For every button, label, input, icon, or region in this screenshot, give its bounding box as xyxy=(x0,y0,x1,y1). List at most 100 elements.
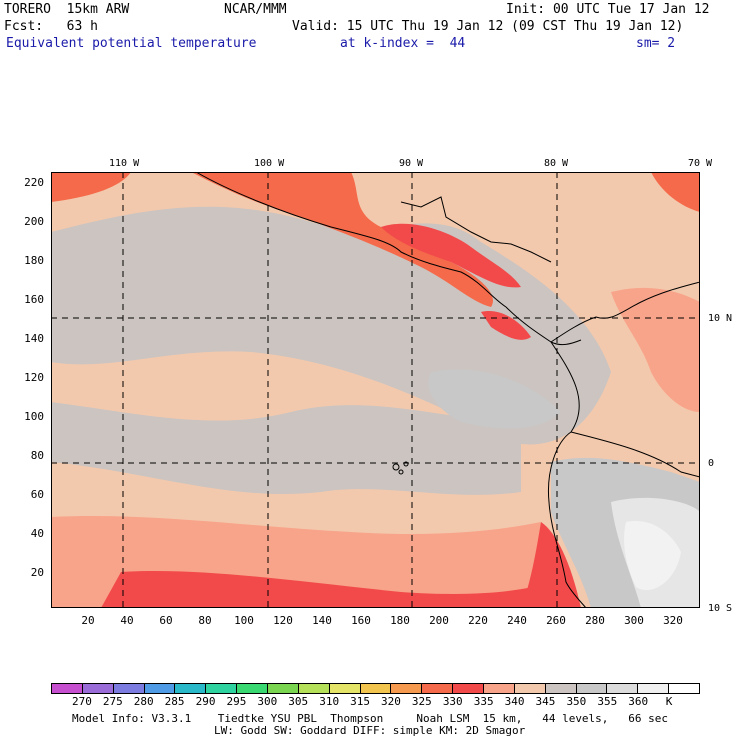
x-tick-label: 300 xyxy=(624,614,644,627)
x-tick-label: 80 xyxy=(198,614,212,627)
legend-label: 360 xyxy=(628,695,649,708)
x-tick-label: 100 xyxy=(234,614,254,627)
red-peru-coast xyxy=(521,522,581,608)
legend-swatch xyxy=(113,684,145,693)
x-tick-label: 20 xyxy=(81,614,95,627)
legend-swatch xyxy=(607,684,639,693)
y-tick-label: 160 xyxy=(24,293,44,306)
y-tick-label: 140 xyxy=(24,332,44,345)
legend-label: 355 xyxy=(597,695,618,708)
red-coast-top-left xyxy=(51,172,131,202)
valid-time: Valid: 15 UTC Thu 19 Jan 12 (09 CST Thu … xyxy=(292,19,684,34)
y-tick-label: 220 xyxy=(24,176,44,189)
legend-swatch xyxy=(329,684,361,693)
legend-swatch xyxy=(237,684,269,693)
legend-label: 280 xyxy=(133,695,154,708)
legend-swatch xyxy=(144,684,176,693)
model-title: TORERO 15km ARW xyxy=(4,2,130,17)
legend-label: 285 xyxy=(164,695,185,708)
legend-swatch xyxy=(206,684,238,693)
x-tick-label: 260 xyxy=(546,614,566,627)
legend-label: 295 xyxy=(226,695,247,708)
lat-label: 10 S xyxy=(708,603,733,614)
legend-swatch xyxy=(669,684,700,693)
x-tick-label: 40 xyxy=(120,614,134,627)
grey-band-middle xyxy=(51,402,521,495)
lat-label: 10 N xyxy=(708,313,733,324)
color-legend xyxy=(51,683,700,694)
x-tick-label: 180 xyxy=(390,614,410,627)
x-tick-label: 280 xyxy=(585,614,605,627)
legend-swatch xyxy=(52,684,83,693)
legend-swatch xyxy=(514,684,546,693)
coastline-mexico xyxy=(195,172,582,346)
graticule xyxy=(51,172,700,608)
legend-swatch xyxy=(638,684,670,693)
forecast-hour: Fcst: 63 h xyxy=(4,19,98,34)
x-tick-label: 200 xyxy=(429,614,449,627)
lon-label: 80 W xyxy=(544,158,569,169)
legend-swatch xyxy=(268,684,299,693)
legend-label: 290 xyxy=(195,695,216,708)
y-tick-label: 120 xyxy=(24,371,44,384)
y-tick-label: 20 xyxy=(30,566,44,579)
red-caribbean-right xyxy=(611,287,700,412)
init-time: Init: 00 UTC Tue 17 Jan 12 xyxy=(506,2,710,17)
legend-label: 320 xyxy=(381,695,401,708)
x-tick-label: 320 xyxy=(663,614,683,627)
legend-label: 305 xyxy=(288,695,309,708)
land-highlands-white xyxy=(624,521,681,591)
theta-e-map xyxy=(51,172,700,608)
x-tick-label: 60 xyxy=(159,614,173,627)
level-label: at k-index = 44 xyxy=(340,36,466,51)
lon-label: 90 W xyxy=(399,158,424,169)
legend-label: 325 xyxy=(411,695,432,708)
legend-swatch xyxy=(453,684,485,693)
legend-swatch xyxy=(576,684,608,693)
red-central-america xyxy=(381,223,521,288)
legend-label: 300 xyxy=(257,695,278,708)
legend-swatch xyxy=(422,684,454,693)
x-tick-label: 220 xyxy=(468,614,488,627)
y-tick-label: 60 xyxy=(30,488,44,501)
y-tick-label: 100 xyxy=(24,410,44,423)
legend-swatch xyxy=(391,684,423,693)
x-tick-label: 140 xyxy=(312,614,332,627)
model-info: Model Info: V3.3.1 Tiedtke YSU PBL Thomp… xyxy=(72,712,669,725)
y-tick-label: 80 xyxy=(30,449,44,462)
x-tick-label: 160 xyxy=(351,614,371,627)
legend-label: 345 xyxy=(535,695,556,708)
red-top-right xyxy=(651,172,700,212)
grey-patch-center xyxy=(428,369,561,429)
lon-label: 100 W xyxy=(254,158,285,169)
legend-swatch xyxy=(484,684,515,693)
red-south-band xyxy=(101,571,561,608)
y-tick-label: 180 xyxy=(24,254,44,267)
map-frame xyxy=(51,172,700,608)
field-name: Equivalent potential temperature xyxy=(6,36,257,51)
legend-label: K xyxy=(665,695,673,708)
physics-info: LW: Godd SW: Goddard DIFF: simple KM: 2D… xyxy=(214,724,526,737)
galapagos-islands xyxy=(392,461,409,475)
legend-swatch xyxy=(82,684,114,693)
legend-label: 275 xyxy=(102,695,123,708)
legend-label: 310 xyxy=(319,695,340,708)
coastline-caribbean xyxy=(400,196,552,263)
legend-swatch xyxy=(175,684,207,693)
legend-label: 335 xyxy=(473,695,494,708)
lon-label: 110 W xyxy=(109,158,140,169)
legend-swatch xyxy=(298,684,330,693)
legend-label: 330 xyxy=(442,695,463,708)
coastline-south-america xyxy=(547,281,700,608)
legend-label: 340 xyxy=(504,695,525,708)
smoothing-label: sm= 2 xyxy=(636,36,676,51)
organization-label: NCAR/MMM xyxy=(224,2,287,17)
y-tick-label: 200 xyxy=(24,215,44,228)
lon-label: 70 W xyxy=(688,158,713,169)
x-tick-label: 240 xyxy=(507,614,527,627)
legend-swatch xyxy=(545,684,577,693)
lat-label: 0 xyxy=(708,458,715,469)
legend-swatch xyxy=(360,684,392,693)
y-tick-label: 40 xyxy=(30,527,44,540)
legend-label: 270 xyxy=(71,695,92,708)
